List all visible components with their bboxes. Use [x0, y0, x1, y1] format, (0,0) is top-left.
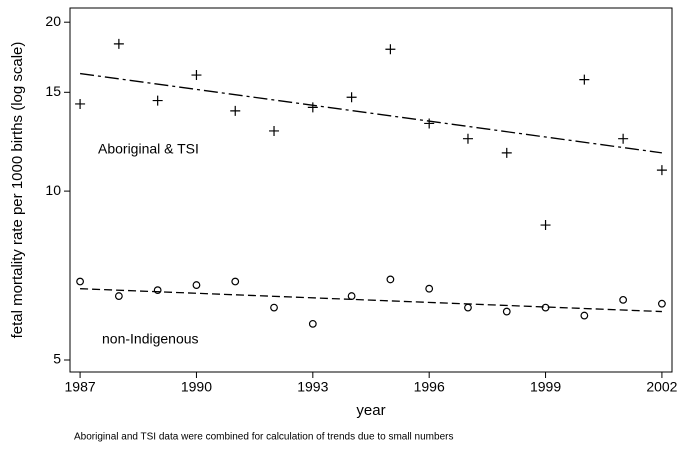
x-tick-label: 1999: [530, 379, 561, 395]
point: [113, 38, 124, 49]
y-tick-label: 15: [45, 83, 61, 99]
point: [192, 281, 201, 289]
point: [502, 307, 511, 316]
point: [501, 147, 512, 158]
footnote: Aboriginal and TSI data were combined fo…: [74, 432, 453, 443]
annotation: non-Indigenous: [102, 331, 199, 347]
point: [230, 105, 241, 116]
x-axis-title: year: [356, 402, 385, 419]
point: [114, 292, 123, 300]
point: [619, 295, 628, 304]
point: [580, 311, 589, 320]
point: [658, 299, 666, 308]
point: [270, 303, 278, 312]
point: [464, 303, 472, 312]
point: [153, 286, 162, 295]
plot-frame: [69, 7, 673, 373]
y-axis-title: fetal mortality rate per 1000 births (lo…: [9, 42, 26, 339]
point: [231, 277, 240, 286]
point: [347, 292, 356, 300]
x-tick-label: 2002: [646, 379, 677, 395]
x-tick-label: 1996: [414, 379, 445, 395]
point: [424, 118, 435, 129]
point: [462, 133, 473, 144]
x-tick-label: 1990: [181, 379, 212, 395]
point: [540, 220, 551, 231]
annotation: Aboriginal & TSI: [98, 141, 199, 157]
point: [76, 277, 84, 286]
point: [425, 284, 434, 293]
x-tick-label: 1993: [297, 379, 328, 395]
point: [579, 74, 590, 85]
trend-line: [80, 288, 662, 313]
point: [386, 275, 395, 284]
point: [385, 44, 396, 55]
point: [618, 133, 629, 144]
point: [152, 95, 163, 106]
y-tick-label: 10: [45, 182, 61, 198]
point: [191, 70, 202, 81]
y-tick-label: 20: [45, 13, 61, 29]
point: [346, 92, 357, 103]
point: [269, 125, 280, 136]
point: [308, 319, 317, 328]
point: [75, 98, 86, 109]
y-tick-label: 5: [53, 351, 61, 367]
trend-line: [79, 72, 663, 154]
x-tick-label: 1987: [65, 379, 96, 395]
point: [656, 165, 667, 176]
point: [307, 102, 318, 113]
